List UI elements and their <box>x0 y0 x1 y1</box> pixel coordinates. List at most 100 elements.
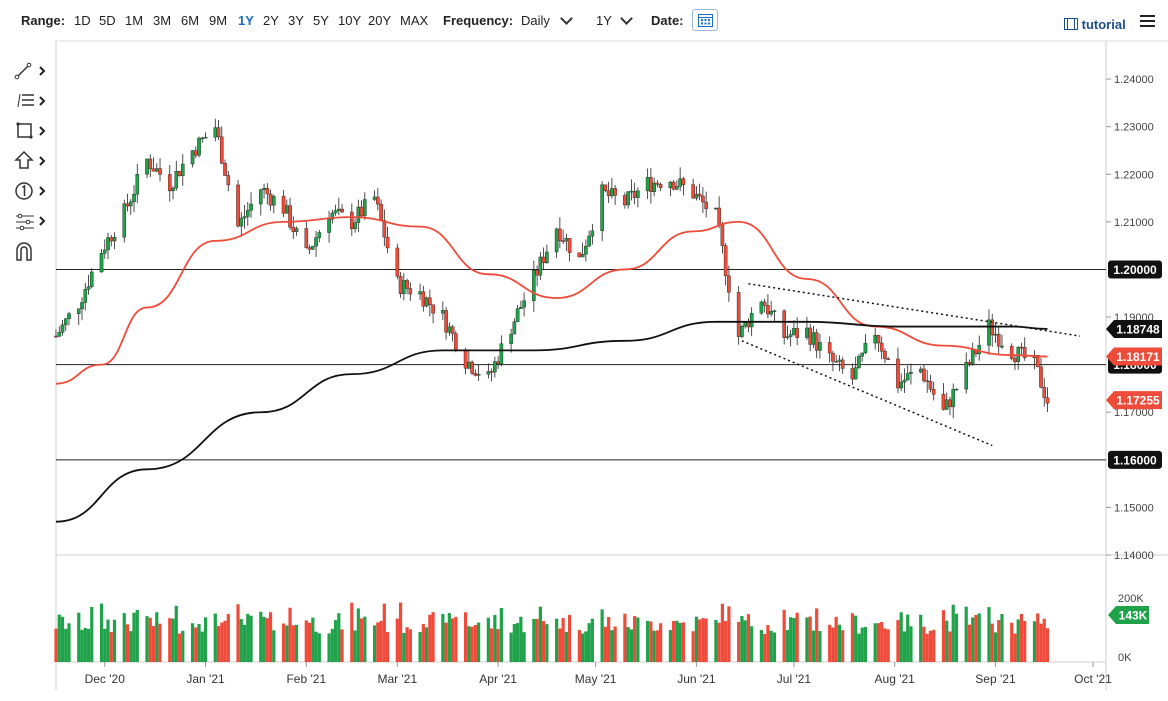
fib-tool-button[interactable] <box>14 90 50 112</box>
volume-bar <box>223 620 227 662</box>
volume-bar <box>636 617 640 662</box>
volume-bar <box>1036 613 1040 662</box>
line-tool-button[interactable] <box>14 60 50 82</box>
volume-bar <box>659 623 663 662</box>
volume-bar <box>418 631 422 662</box>
candle-body <box>922 368 926 381</box>
volume-bar <box>769 630 773 662</box>
candle-body <box>223 163 227 176</box>
candle-body <box>89 271 94 287</box>
volume-bar <box>288 607 292 662</box>
range-button-3m[interactable]: 3M <box>153 13 172 28</box>
volume-bar <box>928 630 933 662</box>
candle-body <box>213 127 218 138</box>
range-button-10y[interactable]: 10Y <box>338 13 362 28</box>
y-tick-label: 1.17000 <box>1114 407 1154 419</box>
range-button-1m[interactable]: 1M <box>125 13 144 28</box>
candle-body <box>128 201 133 207</box>
candle-body <box>723 245 728 276</box>
volume-bar <box>720 603 725 662</box>
calendar-button[interactable] <box>692 9 718 31</box>
candle-body <box>918 368 923 373</box>
range-button-max[interactable]: MAX <box>400 13 429 28</box>
volume-bar <box>587 623 591 662</box>
volume-bar <box>1000 614 1004 662</box>
candle-body <box>561 240 565 243</box>
candle-body <box>515 308 520 322</box>
candle-body <box>996 333 1001 347</box>
range-button-9m[interactable]: 9M <box>209 13 228 28</box>
fib-tool-icon <box>17 93 46 108</box>
volume-bar <box>106 619 110 662</box>
volume-bar <box>60 616 65 662</box>
candle-body <box>337 208 341 211</box>
menu-icon[interactable] <box>1140 15 1155 27</box>
volume-bar <box>568 614 572 662</box>
candle-body <box>272 196 276 206</box>
y-tick-label: 1.24000 <box>1114 74 1154 86</box>
volume-bar <box>873 623 877 662</box>
annotation-tool-button[interactable] <box>14 210 50 232</box>
range-button-2y[interactable]: 2Y <box>263 13 279 28</box>
volume-bar <box>129 631 133 662</box>
volume-bar <box>909 626 913 662</box>
moving-average-line <box>55 320 1048 523</box>
range-button-1y[interactable]: 1Y <box>238 13 254 28</box>
candle-body <box>649 177 653 192</box>
counter-tool-button[interactable] <box>14 180 50 202</box>
volume-bar <box>542 621 546 662</box>
volume-bar <box>200 631 204 662</box>
annotation-tool-icon <box>16 213 46 231</box>
price-tag-label: 1.18748 <box>1116 323 1160 337</box>
volume-bar <box>359 618 364 662</box>
candle-body <box>1045 397 1050 404</box>
candle-body <box>171 187 175 192</box>
volume-bar <box>285 625 289 662</box>
volume-bar <box>135 609 139 662</box>
period-select[interactable]: 1Y <box>596 13 612 28</box>
volume-bar <box>629 629 633 662</box>
candle-body <box>450 326 455 334</box>
volume-bar <box>808 616 812 662</box>
volume-bar <box>376 622 380 662</box>
volume-bar <box>854 615 858 662</box>
tutorial-link[interactable]: tutorial <box>1064 17 1126 32</box>
candle-body <box>372 196 377 200</box>
magnet-icon <box>16 242 32 261</box>
range-button-3y[interactable]: 3Y <box>288 13 304 28</box>
volume-bar <box>447 613 451 662</box>
volume-bar <box>353 630 357 662</box>
candle-body <box>353 222 357 230</box>
range-button-5y[interactable]: 5Y <box>313 13 329 28</box>
candle-body <box>762 301 767 306</box>
volume-bar <box>613 626 617 662</box>
magnet-button[interactable] <box>14 240 50 262</box>
candle-body <box>135 174 140 195</box>
candle-body <box>577 252 582 258</box>
candle-body <box>944 399 949 410</box>
candle-body <box>288 205 292 228</box>
volume-bar <box>886 629 890 662</box>
range-button-5d[interactable]: 5D <box>99 13 116 28</box>
candle-body <box>964 362 969 390</box>
volume-bar <box>555 618 559 662</box>
volume-bar <box>834 616 838 662</box>
volume-bar <box>473 624 477 662</box>
range-button-20y[interactable]: 20Y <box>368 13 392 28</box>
rectangle-tool-button[interactable] <box>14 120 50 142</box>
level-tag <box>1108 450 1162 469</box>
volume-bar <box>883 628 887 662</box>
candle-body <box>167 174 172 192</box>
volume-bar <box>372 625 377 662</box>
candle-body <box>681 178 686 185</box>
range-button-1d[interactable]: 1D <box>74 13 91 28</box>
candle-body <box>314 237 318 247</box>
volume-bar <box>954 613 959 662</box>
volume-bar <box>496 629 500 662</box>
candle-body <box>86 286 91 290</box>
arrow-tool-button[interactable] <box>14 150 50 172</box>
volume-bar <box>792 617 796 662</box>
range-button-6m[interactable]: 6M <box>181 13 200 28</box>
frequency-select[interactable]: Daily <box>521 13 550 28</box>
y-tick-label: 1.14000 <box>1114 550 1154 562</box>
